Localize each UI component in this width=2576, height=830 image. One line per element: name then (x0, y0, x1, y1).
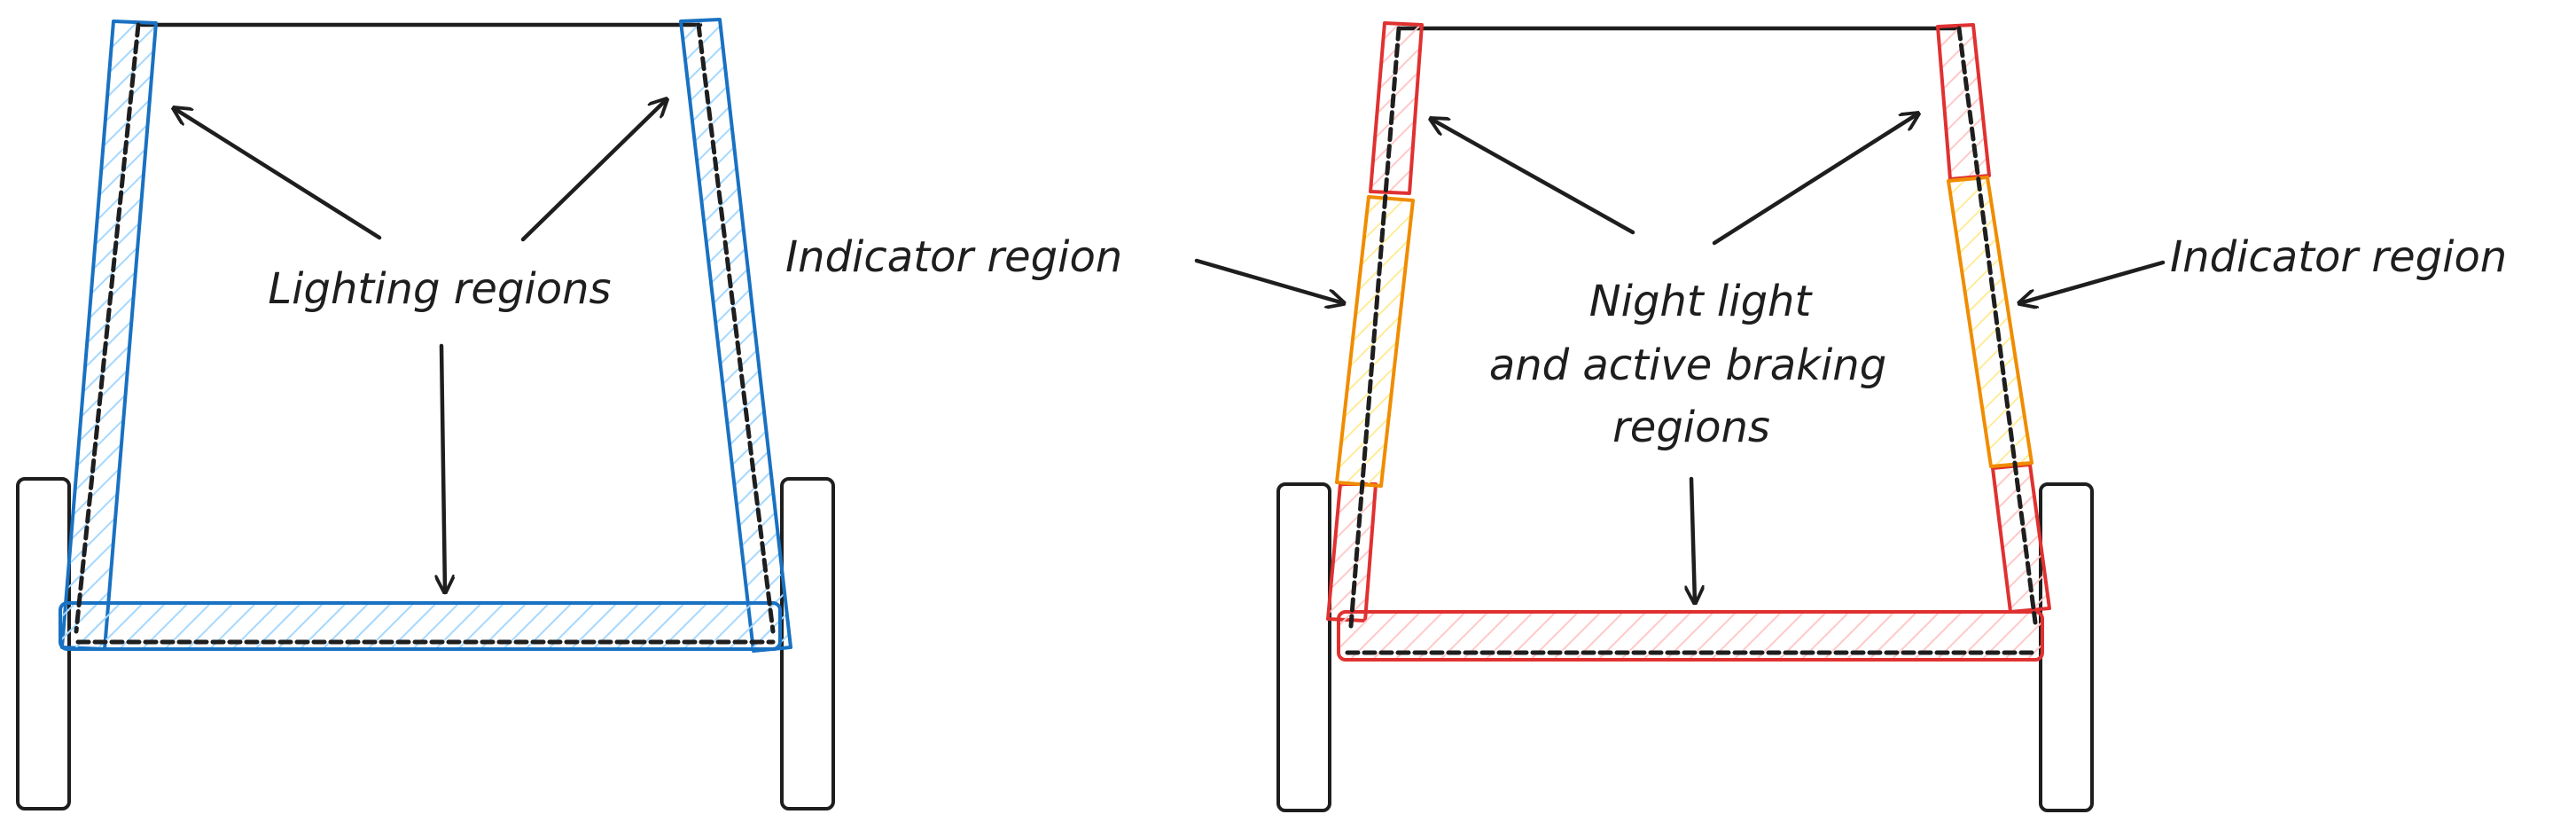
light-strip-right (696, 22, 776, 634)
night-light-label-line1: Night light (1589, 277, 1814, 326)
lighting-region-bottom (59, 601, 782, 651)
lighting-regions-label: Lighting regions (268, 264, 611, 314)
right-wheel (2039, 482, 2094, 812)
left-wheel (1276, 482, 1331, 812)
night-light-label-line2: and active braking (1489, 341, 1886, 390)
indicator-label-right: Indicator region (2170, 232, 2507, 282)
arrow-to-left-region (174, 108, 382, 240)
arrow-to-right-region (520, 99, 667, 242)
arrow-to-bottom-braking-region (1691, 476, 1695, 603)
light-strip-left (74, 22, 141, 634)
arrow-to-bottom-region (441, 343, 445, 592)
arrow-to-left-indicator (1194, 258, 1344, 303)
right-diagram: Night light and active braking regions I… (785, 21, 2507, 812)
light-strip-left (1348, 26, 1401, 629)
light-strip-right (1956, 26, 2038, 625)
arrow-to-left-night-region (1431, 119, 1635, 235)
indicator-label-left: Indicator region (785, 232, 1122, 282)
arrow-to-right-night-region (1712, 114, 1918, 246)
night-light-region-left-top (1369, 21, 1424, 195)
left-diagram: Lighting regions (16, 18, 835, 810)
night-light-region-right-top (1936, 23, 1991, 181)
indicator-region-right (1947, 176, 2033, 468)
braking-region-bottom (1337, 610, 2044, 662)
night-light-label-line3: regions (1612, 403, 1770, 452)
arrow-to-right-indicator (2019, 260, 2166, 303)
lighting-region-left (60, 20, 158, 651)
